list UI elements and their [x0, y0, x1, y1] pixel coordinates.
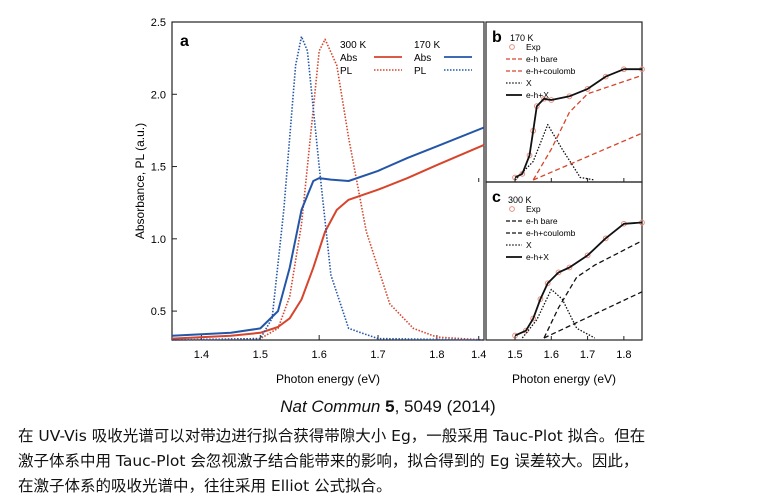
- legend-label: e-h+coulomb: [526, 228, 576, 238]
- series-e-h-coulomb: [532, 74, 643, 181]
- body-line-1: 在 UV-Vis 吸收光谱可以对带边进行拟合获得带隙大小 Eg，一般采用 Tau…: [18, 427, 646, 445]
- panel-a-label: a: [180, 33, 189, 50]
- body-line-2: 激子体系中用 Tauc-Plot 会忽视激子结合能带来的影响，拟合得到的 Eg …: [18, 452, 639, 470]
- panel-bc-axes: 1.4 1.5 1.6 1.7 1.8: [471, 178, 632, 361]
- panel-b-legend: Exp e-h bare e-h+coulomb Xe-h+X: [506, 42, 576, 100]
- panel-b-label: b: [492, 29, 502, 46]
- series-exp: [512, 219, 645, 339]
- legend-swatch: [509, 44, 515, 50]
- panel-a-axes: 1.4 1.5 1.6 1.7 1.8 0.5 1.0 1.5 2.0 2.5: [151, 17, 445, 361]
- series-300-k-abs: [171, 143, 485, 340]
- series-170-k-pl: [171, 35, 485, 341]
- panel-c-series: [512, 219, 645, 339]
- legend-170k-abs-label: Abs: [414, 53, 431, 64]
- legend-label: Exp: [526, 42, 541, 52]
- panel-c-frame: [485, 181, 643, 341]
- bc-xtick-label: 1.7: [580, 349, 595, 361]
- legend-label: e-h bare: [526, 216, 558, 226]
- legend-170k-header: 170 K: [414, 40, 440, 51]
- legend-300k-pl-label: PL: [340, 66, 353, 77]
- series-e-h-x: [514, 68, 642, 179]
- legend-label: e-h+X: [526, 252, 549, 262]
- a-xtick-label: 1.6: [312, 349, 327, 361]
- series-e-h-coulomb: [543, 240, 643, 339]
- legend-label: e-h bare: [526, 54, 558, 64]
- series-e-h-x: [514, 221, 643, 337]
- panel-b-temp: 170 K: [510, 33, 534, 43]
- bc-xtick-label: 1.5: [507, 349, 522, 361]
- exp-point: [544, 280, 551, 287]
- legend-label: e-h+coulomb: [526, 66, 576, 76]
- panel-a-ylabel: Absorbance, PL (a.u.): [133, 123, 147, 239]
- exp-point: [555, 269, 562, 276]
- panel-a-frame: [171, 21, 485, 341]
- legend-label: Exp: [526, 204, 541, 214]
- bc-xtick-label: 1.4: [471, 349, 486, 361]
- exp-point: [602, 235, 609, 242]
- a-ytick-label: 2.0: [151, 89, 166, 101]
- panel-c-label: c: [492, 189, 501, 206]
- panel-c-legend: Exp e-h bare e-h+coulomb Xe-h+X: [506, 204, 576, 262]
- exp-point: [584, 252, 591, 259]
- series-300-k-pl: [171, 38, 485, 341]
- legend-170k-pl-label: PL: [414, 66, 427, 77]
- a-ytick-label: 0.5: [151, 306, 166, 318]
- panel-b-series: [512, 66, 645, 181]
- a-xtick-label: 1.5: [253, 349, 268, 361]
- figure-citation: Nat Commun 5, 5049 (2014): [0, 397, 776, 417]
- bc-xtick-label: 1.8: [616, 349, 631, 361]
- panel-c-temp: 300 K: [508, 195, 532, 205]
- legend-300k-abs-label: Abs: [340, 53, 357, 64]
- citation-pages: , 5049 (2014): [394, 397, 496, 416]
- a-ytick-label: 1.0: [151, 234, 166, 246]
- a-ytick-label: 1.5: [151, 162, 166, 174]
- citation-journal: Nat Commun: [280, 397, 381, 416]
- legend-300k-header: 300 K: [340, 40, 366, 51]
- panel-a-series: [171, 35, 485, 341]
- citation-volume: 5: [385, 397, 395, 416]
- legend-label: X: [526, 240, 532, 250]
- a-xtick-label: 1.7: [370, 349, 385, 361]
- series-x: [514, 123, 595, 181]
- panel-a-xlabel: Photon energy (eV): [276, 372, 380, 386]
- exp-point: [566, 264, 573, 271]
- body-paragraph: 在 UV-Vis 吸收光谱可以对带边进行拟合获得带隙大小 Eg，一般采用 Tau…: [18, 424, 768, 499]
- exp-point: [602, 73, 609, 80]
- body-line-3: 在激子体系的吸收光谱中，往往采用 Elliot 公式拟合。: [18, 477, 392, 495]
- series-170-k-abs: [171, 126, 485, 337]
- bc-xtick-label: 1.6: [544, 349, 559, 361]
- a-xtick-label: 1.4: [194, 349, 209, 361]
- series-x: [521, 288, 596, 339]
- legend-swatch: [509, 206, 515, 212]
- panel-bc-xlabel: Photon energy (eV): [512, 372, 616, 386]
- a-xtick-label: 1.8: [429, 349, 444, 361]
- series-exp: [512, 66, 645, 181]
- legend-label: X: [526, 78, 532, 88]
- a-ytick-label: 2.5: [151, 17, 166, 29]
- legend-label: e-h+X: [526, 90, 549, 100]
- series-e-h-bare: [532, 132, 643, 181]
- panel-a-legend: 300 K 170 K Abs Abs PL PL: [340, 40, 472, 77]
- series-e-h-bare: [543, 291, 643, 339]
- figure: a 1.4 1.5 1.6 1.7 1.8 0.5 1.0 1.5 2.0 2.5 Absorba…: [133, 17, 645, 386]
